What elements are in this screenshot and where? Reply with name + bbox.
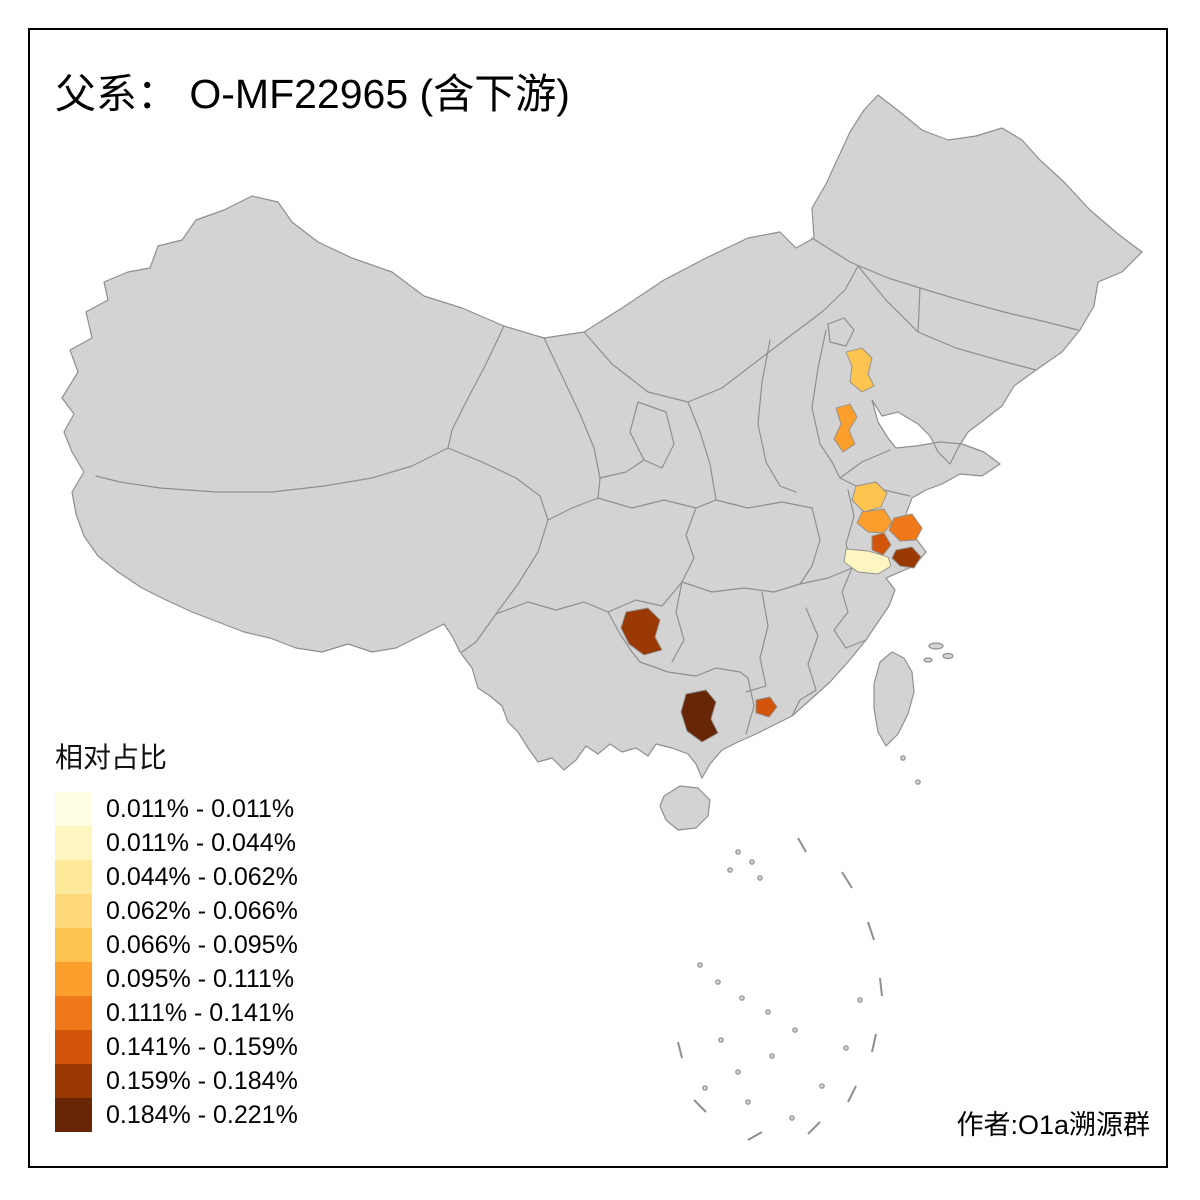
sea-islet	[727, 867, 733, 873]
legend-label: 0.159% - 0.184%	[106, 1066, 298, 1095]
coastal-islet	[942, 652, 954, 660]
legend-swatch	[55, 928, 92, 962]
mainland-outline	[61, 94, 1143, 779]
legend-title: 相对占比	[55, 742, 168, 773]
legend-swatch	[55, 1064, 92, 1098]
sea-islet	[749, 859, 755, 865]
legend-label: 0.066% - 0.095%	[106, 930, 298, 959]
map-root	[61, 94, 1143, 1141]
legend-item: 0.011% - 0.011%	[55, 792, 298, 826]
legend-swatch	[55, 1030, 92, 1064]
attribution: 作者:O1a溯源群	[956, 1110, 1150, 1140]
legend-item: 0.011% - 0.044%	[55, 826, 298, 860]
sea-islet	[715, 979, 721, 985]
province-borders	[95, 237, 1079, 735]
sea-islet	[792, 1027, 798, 1033]
sea-islet	[843, 1045, 849, 1051]
legend-label: 0.184% - 0.221%	[106, 1100, 298, 1129]
region-west-shandong	[833, 403, 858, 453]
sea-islet	[857, 997, 863, 1003]
sea-islet	[697, 962, 703, 968]
sea-islet	[735, 1069, 741, 1075]
legend-label: 0.011% - 0.011%	[106, 794, 295, 823]
region-guangdong-spot	[755, 696, 778, 718]
legend-label: 0.095% - 0.111%	[106, 964, 295, 993]
legend-item: 0.141% - 0.159%	[55, 1030, 298, 1064]
sea-islet	[765, 1009, 771, 1015]
legend-item: 0.111% - 0.141%	[55, 996, 298, 1030]
legend-item: 0.095% - 0.111%	[55, 962, 298, 996]
sea-islet	[900, 755, 906, 761]
sea-islet	[789, 1115, 795, 1121]
sea-islet	[915, 779, 921, 785]
region-jiangsu-small	[871, 532, 892, 556]
legend-item: 0.062% - 0.066%	[55, 894, 298, 928]
region-shanghai-area	[891, 546, 922, 569]
legend-swatch	[55, 860, 92, 894]
legend-label: 0.011% - 0.044%	[106, 828, 296, 857]
legend-label: 0.111% - 0.141%	[106, 998, 295, 1027]
legend-swatch	[55, 792, 92, 826]
highlighted-regions	[620, 347, 923, 743]
legend-swatch	[55, 996, 92, 1030]
region-east-jiangsu	[888, 513, 923, 542]
sea-islet	[739, 995, 745, 1001]
taiwan-island	[873, 651, 915, 747]
hainan-island	[659, 785, 711, 831]
region-north-jiangsu	[851, 481, 888, 513]
legend-item: 0.044% - 0.062%	[55, 860, 298, 894]
legend-swatch	[55, 894, 92, 928]
legend-item: 0.066% - 0.095%	[55, 928, 298, 962]
land-layer	[61, 94, 1143, 1121]
region-guangxi	[680, 689, 719, 743]
sea-islet	[718, 1037, 724, 1043]
legend-label: 0.044% - 0.062%	[106, 862, 298, 891]
region-guizhou	[620, 607, 663, 656]
region-south-jiangsu	[843, 548, 892, 575]
sea-islet	[819, 1083, 825, 1089]
nine-dash-line	[677, 837, 883, 1141]
coastal-islet	[923, 657, 933, 663]
legend-label: 0.141% - 0.159%	[106, 1032, 298, 1061]
legend-item: 0.159% - 0.184%	[55, 1064, 298, 1098]
sea-islet	[757, 875, 763, 881]
legend-swatch	[55, 962, 92, 996]
sea-islet	[702, 1085, 708, 1091]
sea-islet	[735, 849, 741, 855]
region-tianjin-area	[845, 347, 875, 393]
legend: 相对占比 0.011% - 0.011% 0.011% - 0.044% 0.0…	[55, 736, 298, 1132]
legend-label: 0.062% - 0.066%	[106, 896, 298, 925]
page-title: 父系： O-MF22965 (含下游)	[55, 71, 570, 117]
legend-item: 0.184% - 0.221%	[55, 1098, 298, 1132]
legend-swatch	[55, 826, 92, 860]
sea-islet	[745, 1099, 751, 1105]
legend-swatch	[55, 1098, 92, 1132]
sea-islet	[769, 1053, 775, 1059]
coastal-islet	[928, 642, 944, 650]
